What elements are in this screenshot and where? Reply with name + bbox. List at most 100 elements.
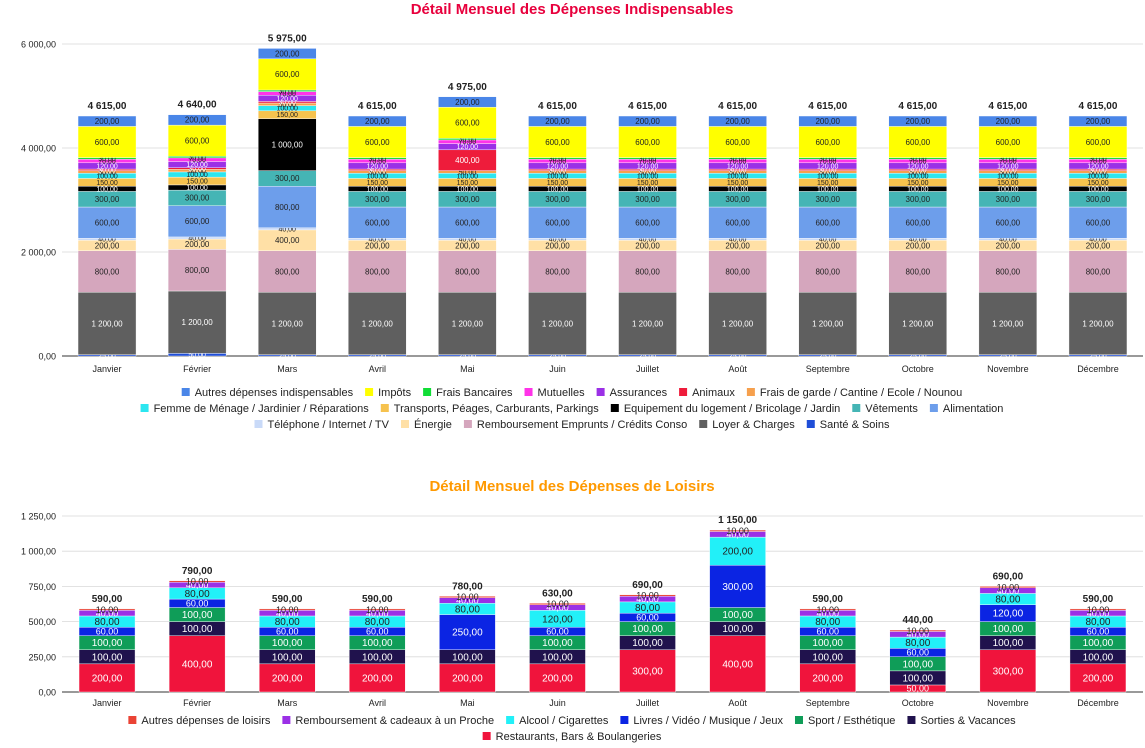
legend-swatch[interactable] bbox=[746, 388, 755, 396]
legend-swatch[interactable] bbox=[806, 420, 815, 428]
bar-segment[interactable] bbox=[618, 292, 677, 355]
bar-segment[interactable] bbox=[888, 206, 947, 239]
bar-segment[interactable] bbox=[77, 250, 137, 293]
bar-segment[interactable] bbox=[167, 114, 227, 126]
bar-segment[interactable] bbox=[798, 126, 857, 158]
bar-segment[interactable] bbox=[167, 124, 227, 157]
bar-segment[interactable] bbox=[619, 649, 676, 693]
bar-segment[interactable] bbox=[258, 250, 317, 293]
bar-segment[interactable] bbox=[348, 126, 407, 158]
legend-swatch[interactable] bbox=[380, 404, 389, 412]
legend-swatch[interactable] bbox=[794, 716, 803, 724]
bar-segment[interactable] bbox=[258, 58, 317, 91]
legend-swatch[interactable] bbox=[282, 716, 291, 724]
bar-segment[interactable] bbox=[438, 96, 497, 108]
bar-segment[interactable] bbox=[1069, 608, 1127, 611]
bar-segment[interactable] bbox=[618, 250, 677, 293]
bar-segment[interactable] bbox=[77, 126, 137, 158]
bar-segment[interactable] bbox=[708, 126, 767, 158]
bar-segment[interactable] bbox=[349, 608, 406, 611]
bar-segment[interactable] bbox=[439, 663, 496, 693]
bar-segment[interactable] bbox=[799, 663, 856, 693]
legend-swatch[interactable] bbox=[852, 404, 861, 412]
bar-segment[interactable] bbox=[167, 290, 227, 354]
bar-segment[interactable] bbox=[259, 608, 316, 611]
bar-segment[interactable] bbox=[529, 663, 586, 693]
bar-segment[interactable] bbox=[888, 292, 947, 355]
bar-segment[interactable] bbox=[348, 115, 407, 127]
bar-segment[interactable] bbox=[1069, 663, 1127, 693]
bar-segment[interactable] bbox=[618, 126, 677, 158]
bar-segment[interactable] bbox=[1068, 292, 1128, 355]
bar-segment[interactable] bbox=[168, 580, 226, 583]
bar-segment[interactable] bbox=[528, 115, 587, 127]
bar-segment[interactable] bbox=[709, 536, 766, 566]
bar-segment[interactable] bbox=[1068, 206, 1128, 239]
legend-swatch[interactable] bbox=[610, 404, 619, 412]
legend-swatch[interactable] bbox=[907, 716, 916, 724]
legend-swatch[interactable] bbox=[400, 420, 409, 428]
bar-segment[interactable] bbox=[78, 663, 136, 693]
legend-swatch[interactable] bbox=[929, 404, 938, 412]
bar-segment[interactable] bbox=[258, 118, 317, 171]
bar-segment[interactable] bbox=[979, 649, 1037, 693]
legend-swatch[interactable] bbox=[482, 732, 491, 740]
bar-segment[interactable] bbox=[978, 126, 1038, 158]
legend-swatch[interactable] bbox=[128, 716, 137, 724]
bar-segment[interactable] bbox=[349, 663, 406, 693]
legend-swatch[interactable] bbox=[620, 716, 629, 724]
bar-segment[interactable] bbox=[529, 603, 586, 605]
bar-segment[interactable] bbox=[709, 635, 766, 693]
bar-segment[interactable] bbox=[348, 206, 407, 239]
bar-segment[interactable] bbox=[528, 126, 587, 158]
bar-segment[interactable] bbox=[168, 635, 226, 693]
bar-segment[interactable] bbox=[77, 206, 137, 239]
bar-segment[interactable] bbox=[978, 115, 1038, 127]
bar-segment[interactable] bbox=[258, 186, 317, 229]
legend-swatch[interactable] bbox=[181, 388, 190, 396]
bar-segment[interactable] bbox=[528, 292, 587, 355]
legend-swatch[interactable] bbox=[679, 388, 688, 396]
bar-segment[interactable] bbox=[799, 608, 856, 611]
bar-segment[interactable] bbox=[978, 292, 1038, 355]
bar-segment[interactable] bbox=[438, 292, 497, 355]
bar-segment[interactable] bbox=[888, 250, 947, 293]
bar-segment[interactable] bbox=[167, 205, 227, 238]
bar-segment[interactable] bbox=[709, 565, 766, 608]
bar-segment[interactable] bbox=[78, 608, 136, 611]
legend-swatch[interactable] bbox=[524, 388, 533, 396]
legend-swatch[interactable] bbox=[506, 716, 515, 724]
bar-segment[interactable] bbox=[258, 48, 317, 60]
bar-segment[interactable] bbox=[618, 115, 677, 127]
bar-segment[interactable] bbox=[528, 250, 587, 293]
bar-segment[interactable] bbox=[77, 292, 137, 355]
bar-segment[interactable] bbox=[438, 250, 497, 293]
bar-segment[interactable] bbox=[258, 292, 317, 355]
bar-segment[interactable] bbox=[888, 115, 947, 127]
bar-segment[interactable] bbox=[528, 206, 587, 239]
legend-swatch[interactable] bbox=[254, 420, 263, 428]
legend-swatch[interactable] bbox=[365, 388, 374, 396]
legend-swatch[interactable] bbox=[140, 404, 149, 412]
legend-swatch[interactable] bbox=[463, 420, 472, 428]
bar-segment[interactable] bbox=[1068, 250, 1128, 293]
legend-swatch[interactable] bbox=[596, 388, 605, 396]
bar-segment[interactable] bbox=[167, 249, 227, 292]
bar-segment[interactable] bbox=[438, 106, 497, 139]
bar-segment[interactable] bbox=[889, 629, 946, 632]
bar-segment[interactable] bbox=[708, 292, 767, 355]
bar-segment[interactable] bbox=[77, 115, 137, 127]
bar-segment[interactable] bbox=[709, 529, 766, 532]
bar-segment[interactable] bbox=[618, 206, 677, 239]
bar-segment[interactable] bbox=[439, 614, 496, 650]
legend-swatch[interactable] bbox=[699, 420, 708, 428]
legend-swatch[interactable] bbox=[423, 388, 432, 396]
bar-segment[interactable] bbox=[1068, 115, 1128, 127]
bar-segment[interactable] bbox=[798, 115, 857, 127]
bar-segment[interactable] bbox=[888, 126, 947, 158]
bar-segment[interactable] bbox=[1068, 126, 1128, 158]
bar-segment[interactable] bbox=[708, 115, 767, 127]
bar-segment[interactable] bbox=[439, 596, 496, 598]
bar-segment[interactable] bbox=[798, 206, 857, 239]
bar-segment[interactable] bbox=[979, 586, 1037, 589]
